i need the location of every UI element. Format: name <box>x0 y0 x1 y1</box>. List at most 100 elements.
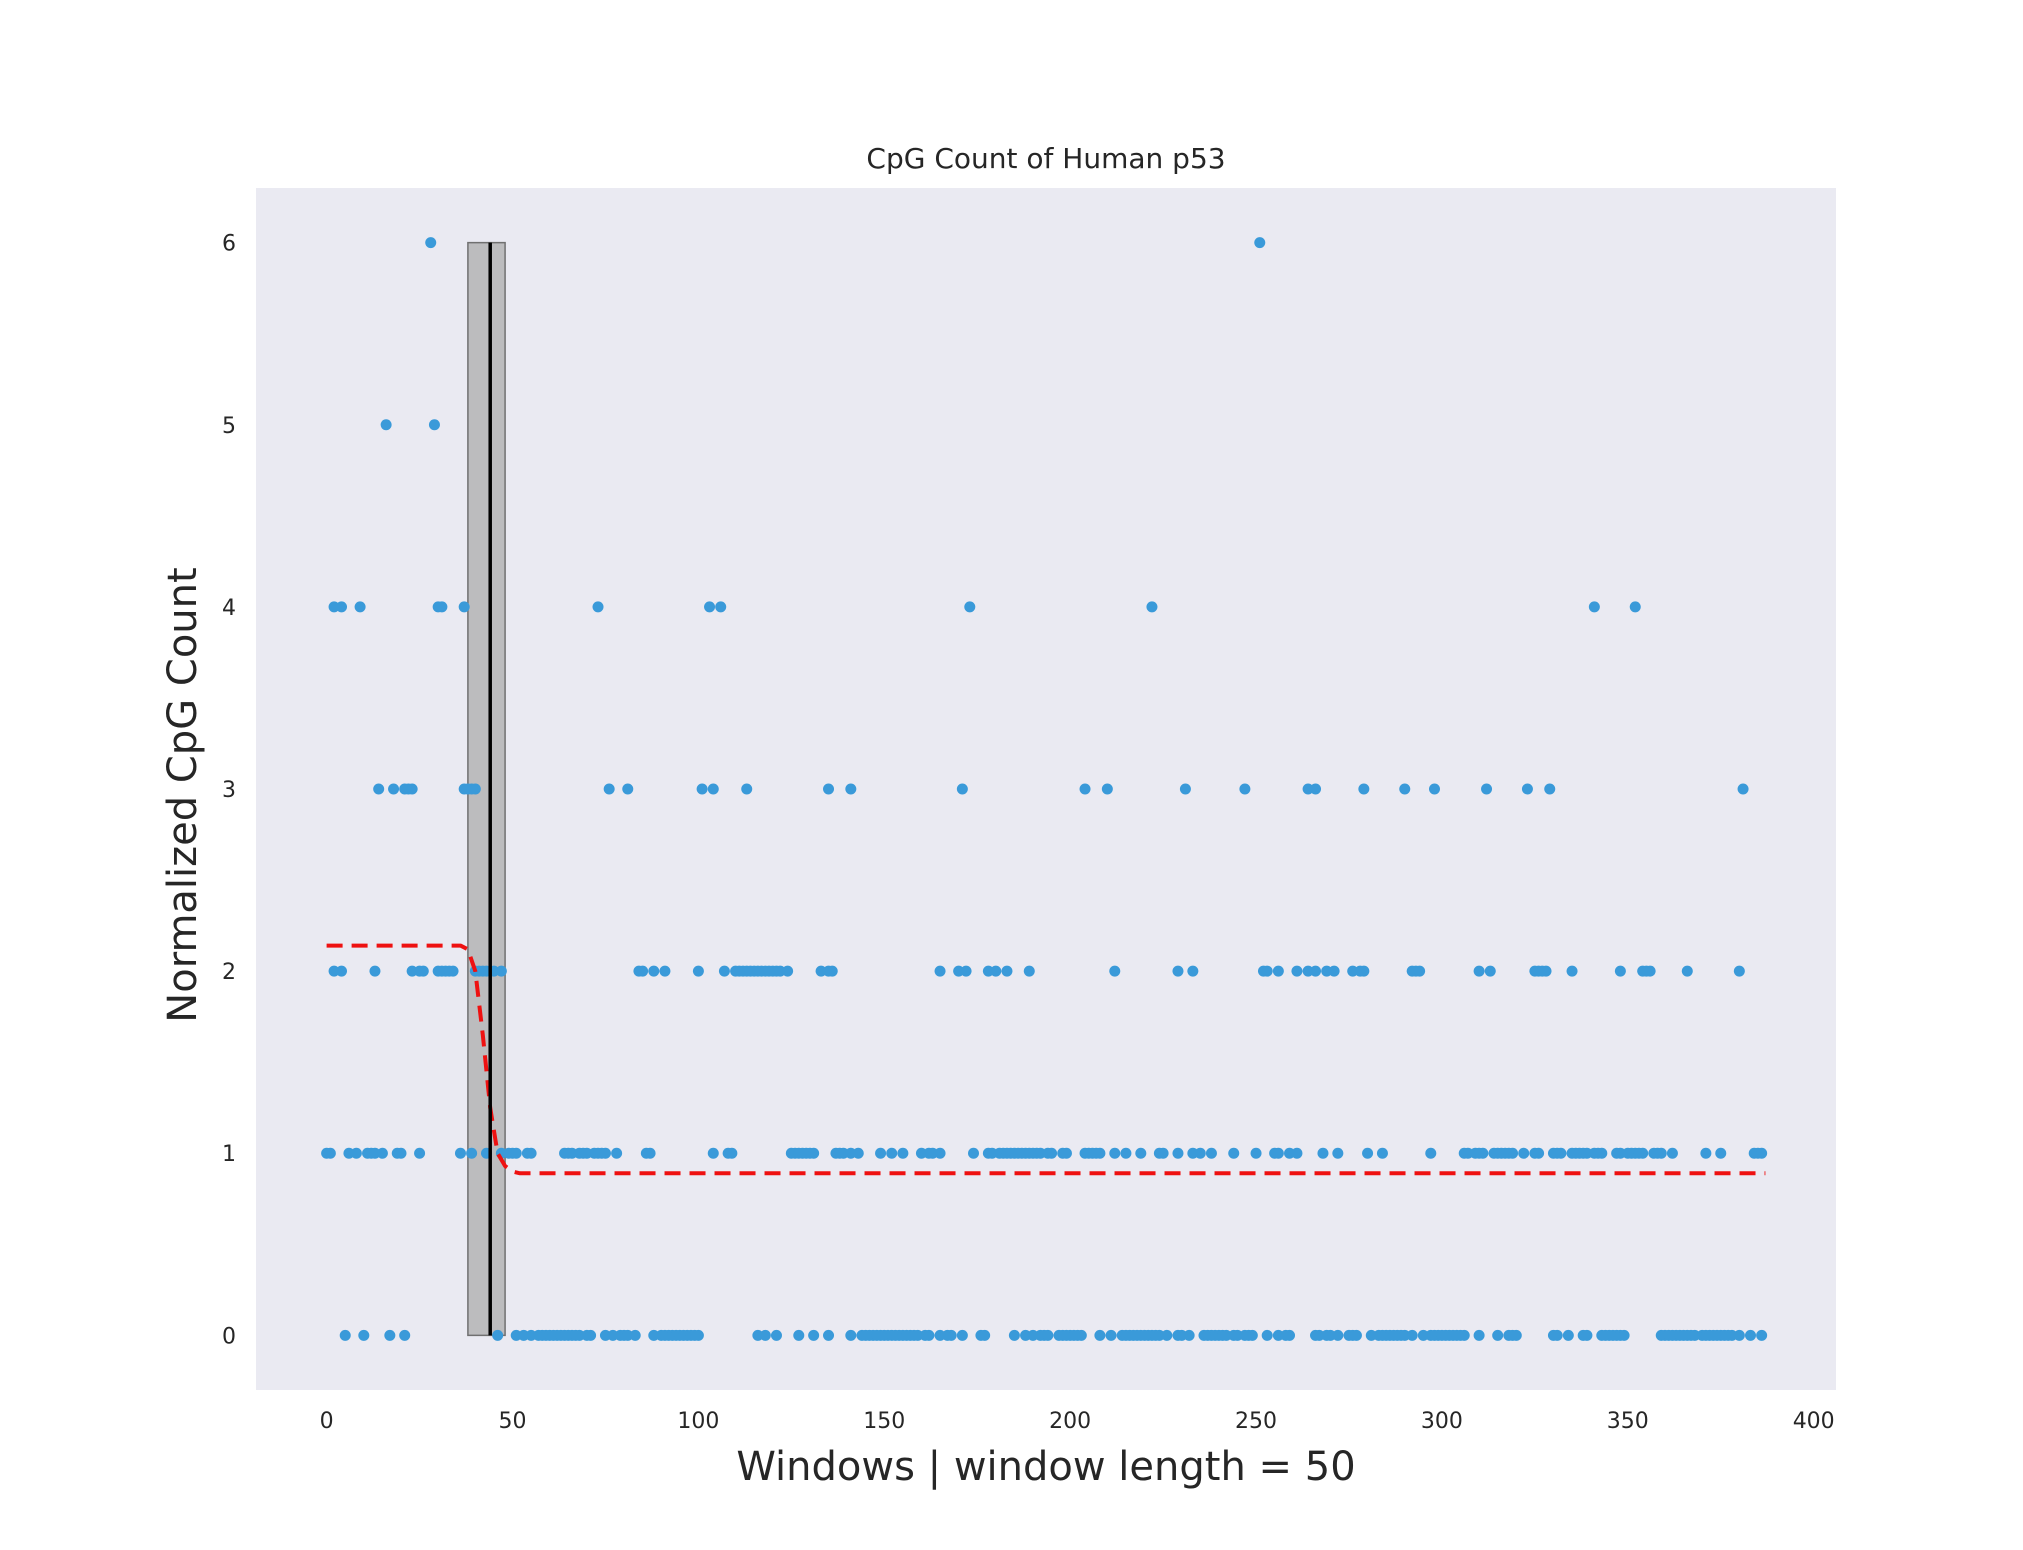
data-point <box>1596 1147 1608 1159</box>
data-point <box>1205 1147 1217 1159</box>
data-point <box>1332 1147 1344 1159</box>
data-point <box>1046 1147 1058 1159</box>
data-point <box>1194 1147 1206 1159</box>
data-point <box>990 965 1002 977</box>
data-point <box>1060 1147 1072 1159</box>
data-point <box>469 783 481 795</box>
data-point <box>358 1329 370 1341</box>
data-point <box>458 601 470 613</box>
data-point <box>1001 965 1013 977</box>
data-point <box>1172 1147 1184 1159</box>
data-point <box>1358 965 1370 977</box>
x-tick-label: 350 <box>1607 1409 1649 1434</box>
data-point <box>492 1329 504 1341</box>
data-point <box>659 965 671 977</box>
data-point <box>707 1147 719 1159</box>
data-point <box>1473 1329 1485 1341</box>
data-point <box>1284 1329 1296 1341</box>
data-point <box>388 783 400 795</box>
data-point <box>875 1147 887 1159</box>
data-point <box>793 1329 805 1341</box>
data-point <box>1250 1147 1262 1159</box>
data-point <box>599 1147 611 1159</box>
data-point <box>648 965 660 977</box>
data-point <box>1484 965 1496 977</box>
data-point <box>369 965 381 977</box>
data-point <box>704 601 716 613</box>
data-point <box>585 1329 597 1341</box>
data-point <box>1261 1329 1273 1341</box>
data-point <box>1120 1147 1132 1159</box>
data-point <box>770 1329 782 1341</box>
data-point <box>845 783 857 795</box>
data-point <box>525 1147 537 1159</box>
data-point <box>1637 1147 1649 1159</box>
data-point <box>1376 1147 1388 1159</box>
data-point <box>1358 783 1370 795</box>
data-point <box>1644 965 1656 977</box>
data-point <box>1428 783 1440 795</box>
data-point <box>1317 1147 1329 1159</box>
data-point <box>336 965 348 977</box>
y-tick-label: 6 <box>222 232 236 257</box>
data-point <box>823 783 835 795</box>
data-point <box>718 965 730 977</box>
data-point <box>845 1329 857 1341</box>
data-point <box>406 783 418 795</box>
data-point <box>897 1147 909 1159</box>
data-point <box>454 1147 466 1159</box>
data-point <box>692 1329 704 1341</box>
y-tick-label: 5 <box>222 414 236 439</box>
data-point <box>1510 1329 1522 1341</box>
data-point <box>1272 965 1284 977</box>
data-point <box>1458 1329 1470 1341</box>
data-point <box>886 1147 898 1159</box>
data-point <box>934 1147 946 1159</box>
data-point <box>964 601 976 613</box>
plot-background <box>256 188 1836 1390</box>
data-point <box>417 965 429 977</box>
data-point <box>1399 783 1411 795</box>
data-point <box>741 783 753 795</box>
data-point <box>1507 1147 1519 1159</box>
data-point <box>1187 965 1199 977</box>
data-point <box>399 1329 411 1341</box>
x-tick-label: 250 <box>1235 1409 1277 1434</box>
data-point <box>1481 783 1493 795</box>
data-point <box>1362 1147 1374 1159</box>
data-point <box>622 783 634 795</box>
data-point <box>1533 1147 1545 1159</box>
y-tick-label: 3 <box>222 778 236 803</box>
data-point <box>1414 965 1426 977</box>
data-point <box>376 1147 388 1159</box>
data-point <box>324 1147 336 1159</box>
data-point <box>1246 1329 1258 1341</box>
data-point <box>1655 1147 1667 1159</box>
data-point <box>1473 965 1485 977</box>
fitted-step-line <box>326 943 1766 1176</box>
data-point <box>956 783 968 795</box>
data-point <box>1109 965 1121 977</box>
data-point <box>1291 965 1303 977</box>
data-point <box>336 601 348 613</box>
chart-title: CpG Count of Human p53 <box>866 142 1225 175</box>
data-point <box>1172 965 1184 977</box>
data-point <box>1135 1147 1147 1159</box>
data-point <box>428 419 440 431</box>
data-point <box>1008 1329 1020 1341</box>
data-point <box>1562 1329 1574 1341</box>
data-point <box>1756 1147 1768 1159</box>
data-point <box>1310 965 1322 977</box>
data-point <box>1588 601 1600 613</box>
data-point <box>373 783 385 795</box>
data-point <box>707 783 719 795</box>
data-point <box>1733 965 1745 977</box>
data-point <box>350 1147 362 1159</box>
data-point <box>629 1329 641 1341</box>
data-point <box>1179 783 1191 795</box>
data-point <box>1291 1147 1303 1159</box>
data-point <box>826 965 838 977</box>
data-point <box>1700 1147 1712 1159</box>
data-point <box>808 1147 820 1159</box>
data-point <box>1183 1329 1195 1341</box>
